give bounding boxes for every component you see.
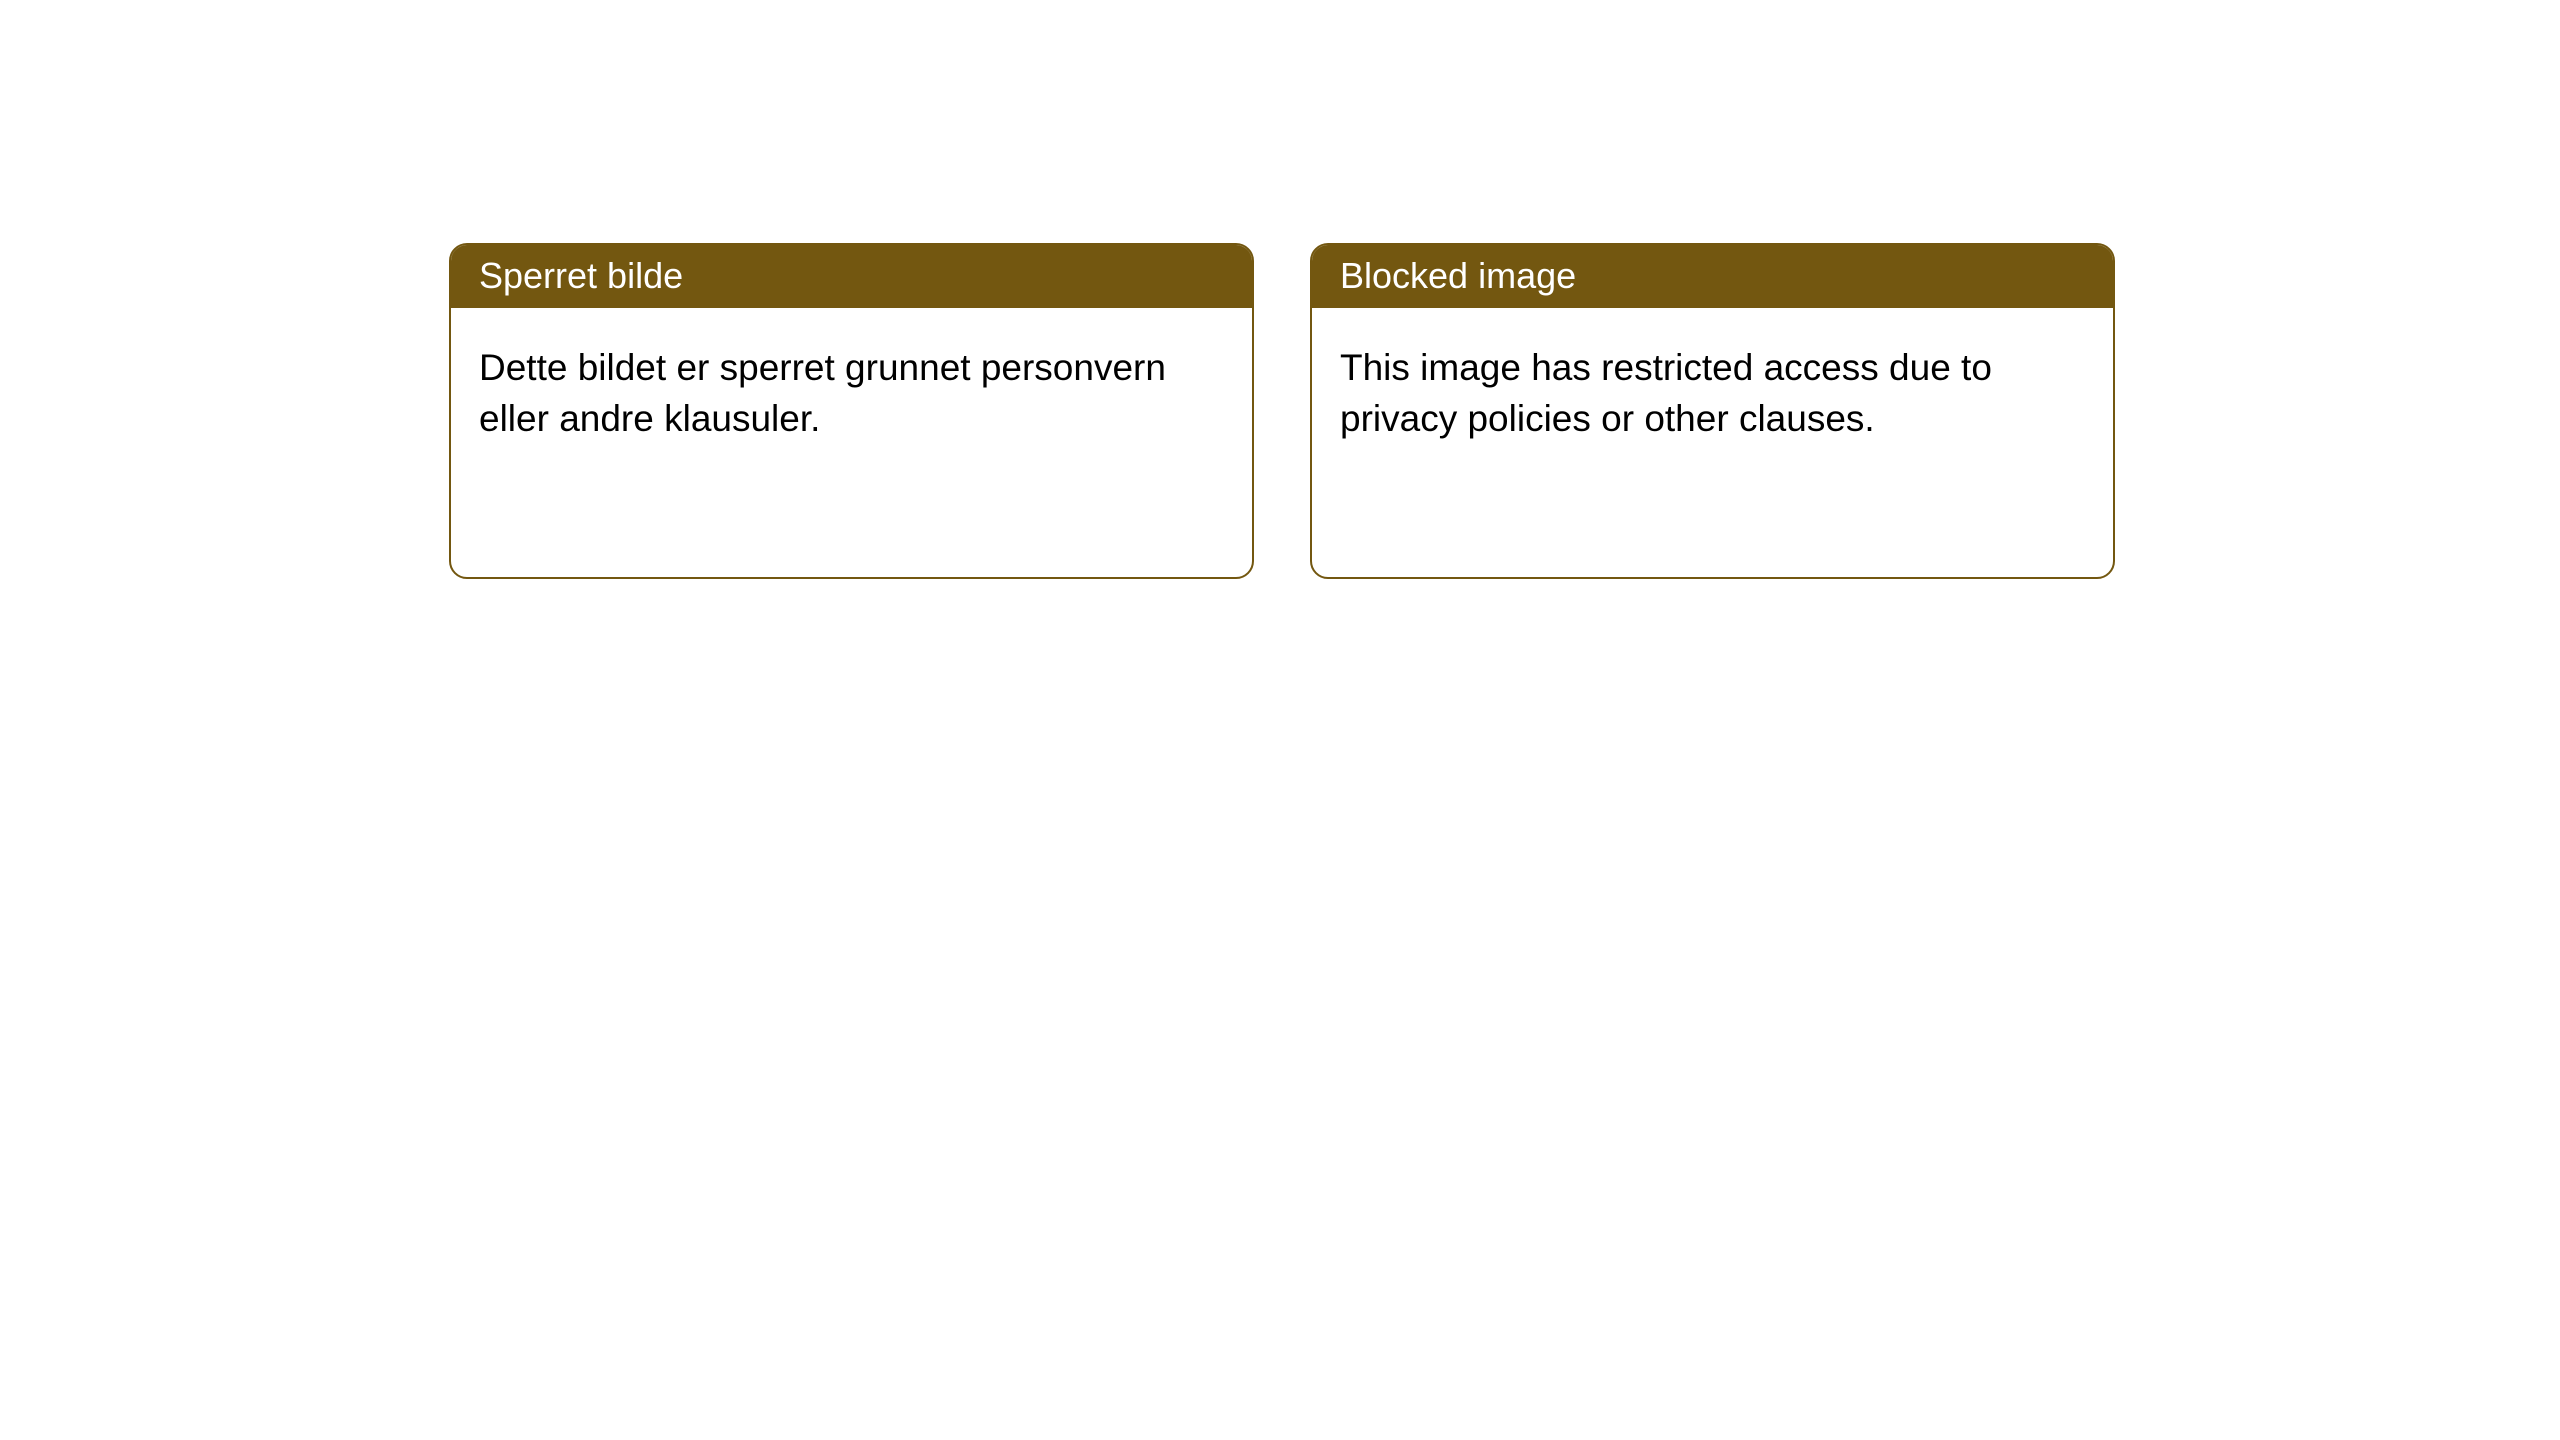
card-title: Sperret bilde: [479, 255, 683, 296]
card-title: Blocked image: [1340, 255, 1576, 296]
card-body-text: Dette bildet er sperret grunnet personve…: [479, 347, 1166, 439]
card-header: Blocked image: [1312, 245, 2113, 308]
notice-card-norwegian: Sperret bilde Dette bildet er sperret gr…: [449, 243, 1254, 579]
card-body: This image has restricted access due to …: [1312, 308, 2113, 478]
notice-container: Sperret bilde Dette bildet er sperret gr…: [0, 0, 2560, 579]
card-header: Sperret bilde: [451, 245, 1252, 308]
card-body-text: This image has restricted access due to …: [1340, 347, 1992, 439]
card-body: Dette bildet er sperret grunnet personve…: [451, 308, 1252, 478]
notice-card-english: Blocked image This image has restricted …: [1310, 243, 2115, 579]
